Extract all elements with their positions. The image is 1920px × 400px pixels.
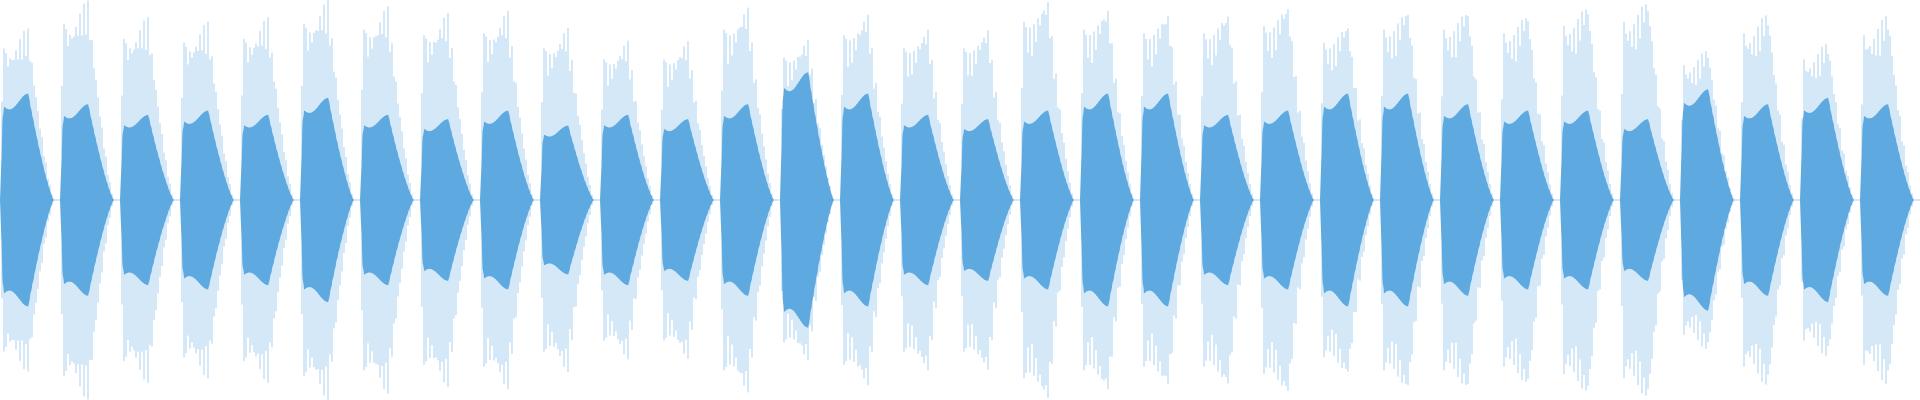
burst: [120, 17, 174, 383]
rms-body: [960, 119, 1014, 281]
burst: [540, 27, 594, 373]
rms-body: [240, 114, 294, 286]
rms-body: [1560, 110, 1614, 290]
rms-body: [300, 97, 354, 303]
burst: [900, 29, 954, 371]
burst: [420, 12, 474, 388]
rms-body: [1620, 119, 1674, 281]
burst: [240, 17, 294, 383]
rms-body: [420, 119, 474, 281]
burst: [600, 40, 654, 360]
rms-body: [1080, 93, 1134, 307]
rms-body: [1200, 114, 1254, 286]
burst: [1680, 51, 1734, 349]
rms-body: [660, 119, 714, 281]
burst: [960, 30, 1014, 370]
burst: [1080, 10, 1134, 390]
rms-body: [540, 125, 594, 275]
rms-body: [60, 104, 114, 296]
rms-body: [0, 93, 54, 307]
rms-body: [120, 114, 174, 286]
rms-body: [1260, 110, 1314, 290]
burst: [1860, 16, 1914, 384]
burst: [1320, 28, 1374, 372]
burst: [660, 41, 714, 359]
burst: [1440, 15, 1494, 385]
burst: [1800, 43, 1854, 357]
burst: [1140, 15, 1194, 385]
rms-body: [1140, 93, 1194, 307]
burst: [1620, 4, 1674, 396]
rms-body: [840, 93, 894, 307]
rms-body: [720, 104, 774, 296]
burst: [180, 21, 234, 379]
rms-body: [1860, 104, 1914, 296]
burst: [0, 28, 54, 372]
burst: [1500, 18, 1554, 382]
burst: [60, 0, 114, 400]
rms-body: [360, 114, 414, 286]
rms-body: [1020, 110, 1074, 290]
burst: [840, 14, 894, 386]
burst: [1380, 15, 1434, 385]
rms-body: [600, 114, 654, 286]
rms-body: [1800, 97, 1854, 303]
burst: [1020, 1, 1074, 399]
burst: [300, 0, 354, 400]
rms-body: [1380, 93, 1434, 307]
burst: [360, 6, 414, 394]
rms-body: [1320, 93, 1374, 307]
rms-body: [900, 114, 954, 286]
burst: [1560, 9, 1614, 391]
rms-body: [1440, 104, 1494, 296]
rms-body: [1740, 104, 1794, 296]
rms-body: [780, 72, 834, 328]
burst: [1200, 16, 1254, 384]
burst: [780, 39, 834, 361]
burst: [480, 10, 534, 390]
rms-body: [180, 110, 234, 290]
rms-body: [480, 110, 534, 290]
burst: [1740, 15, 1794, 385]
rms-body: [1680, 89, 1734, 311]
burst: [720, 7, 774, 393]
rms-body: [1500, 110, 1554, 290]
burst: [1260, 9, 1314, 391]
